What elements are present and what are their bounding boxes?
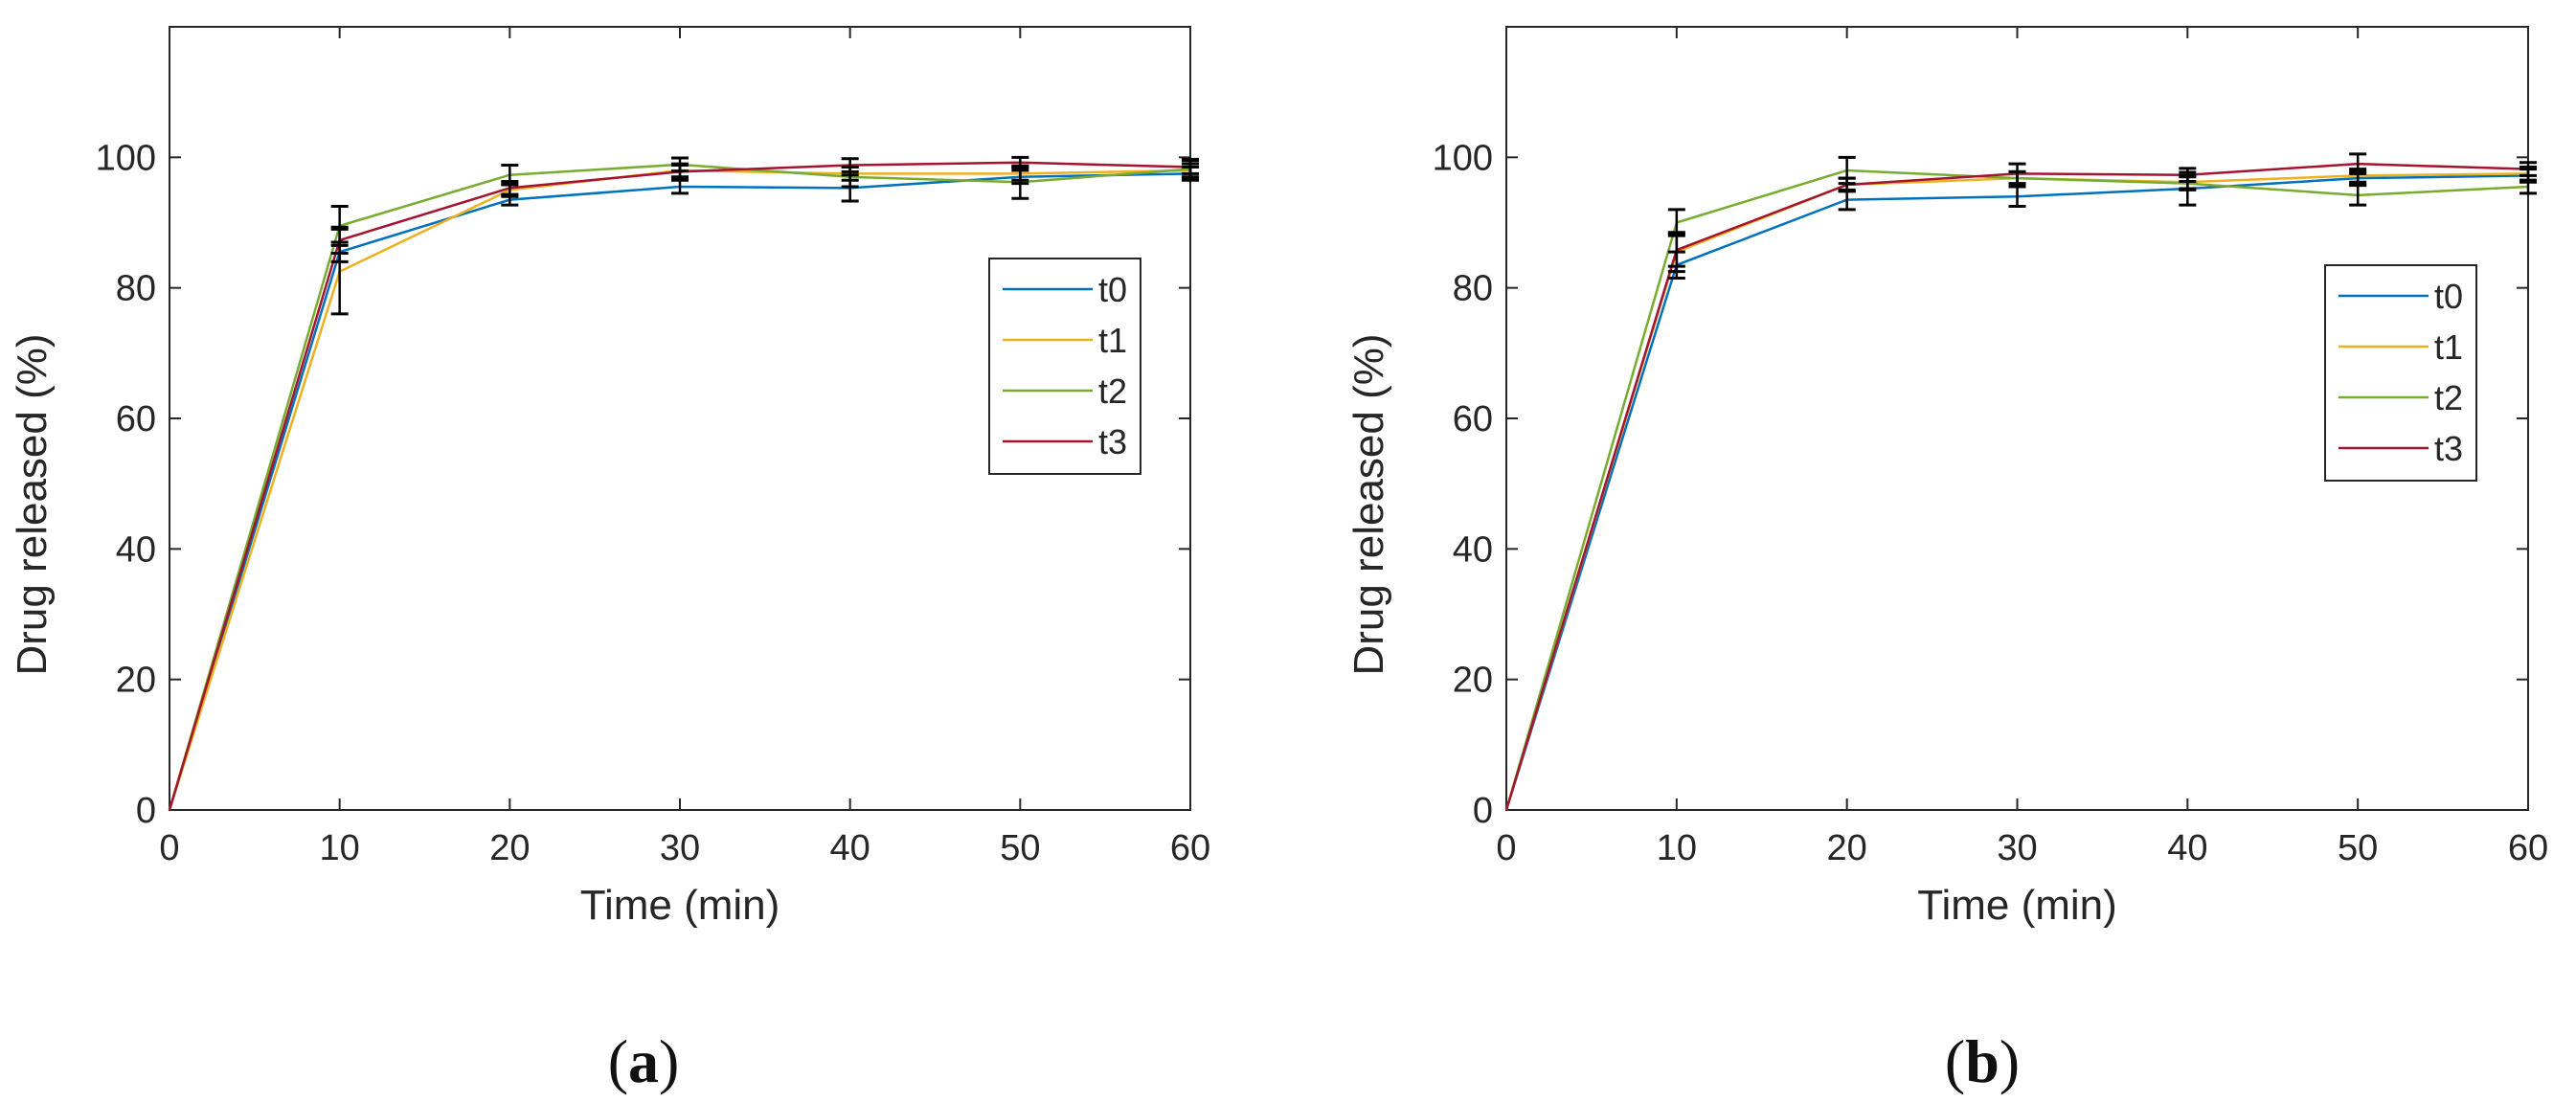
- x-axis-label: Time (min): [1917, 882, 2117, 929]
- y-tick-label: 60: [116, 399, 156, 439]
- panel-label: (b): [1945, 1027, 2020, 1095]
- x-axis-label: Time (min): [580, 882, 780, 929]
- chart-panel-b: 0 10 20 30 40 50 60 0 20 40 60 80 100 Time (min) Drug …: [1345, 26, 2548, 1095]
- y-tick-label: 60: [1453, 399, 1493, 439]
- legend-label-t1: t1: [1098, 321, 1127, 360]
- error-bar-t3: [1011, 155, 1029, 169]
- legend-label-t3: t3: [1098, 422, 1127, 461]
- y-tick-label: 0: [136, 791, 156, 831]
- x-tick-label: 10: [320, 828, 360, 868]
- panel-label-letter: b: [1965, 1027, 2000, 1095]
- error-bar-t3: [1667, 232, 1685, 268]
- error-bar-t2: [2520, 178, 2537, 195]
- x-tick-label: 0: [1496, 828, 1516, 868]
- legend-box: [988, 258, 1141, 475]
- panel-label-letter: a: [628, 1027, 659, 1095]
- panel-label-close: ): [2000, 1027, 2020, 1095]
- y-tick-label: 80: [116, 269, 156, 309]
- error-bar-t3: [1182, 159, 1199, 175]
- error-bar-t3: [2179, 167, 2197, 184]
- legend: t0 t1 t2 t3: [2324, 264, 2477, 482]
- panel-label-open: (: [608, 1027, 628, 1095]
- error-bar-t3: [671, 164, 689, 180]
- error-bar-t3: [330, 225, 349, 256]
- legend-label-t1: t1: [2434, 327, 2463, 367]
- series-line-t3: [1504, 162, 2529, 811]
- x-tick-label: 40: [830, 828, 870, 868]
- x-tick-label: 20: [1827, 828, 1867, 868]
- x-tick-label: 60: [1170, 828, 1210, 868]
- y-tick-label: 100: [1433, 138, 1493, 178]
- y-tick-label: 80: [1453, 269, 1493, 309]
- x-tick-label: 0: [159, 828, 179, 868]
- panel-label-close: ): [659, 1027, 679, 1095]
- panel-label-open: (: [1945, 1027, 1965, 1095]
- y-tick-label: 20: [116, 661, 156, 701]
- y-axis-label: Drug released (%): [9, 333, 56, 675]
- x-tick-label: 10: [1657, 828, 1697, 868]
- error-bar-t2: [2349, 184, 2367, 207]
- x-tick-label: 40: [2167, 828, 2207, 868]
- x-tick-label: 60: [2508, 828, 2548, 868]
- panel-label: (a): [608, 1027, 680, 1095]
- x-tick-label: 30: [1997, 828, 2037, 868]
- y-tick-label: 40: [1453, 529, 1493, 570]
- y-axis-label: Drug released (%): [1345, 333, 1392, 675]
- error-bar-t3: [1838, 176, 1856, 193]
- error-bar-t0: [2008, 185, 2026, 208]
- y-tick-label: 20: [1453, 661, 1493, 701]
- y-tick-label: 100: [96, 138, 156, 178]
- error-bar-t3: [501, 180, 519, 196]
- legend-label-t3: t3: [2434, 429, 2463, 468]
- error-bar-t3: [2520, 161, 2537, 177]
- legend: t0 t1 t2 t3: [988, 258, 1141, 475]
- x-tick-label: 20: [489, 828, 530, 868]
- legend-label-t2: t2: [1098, 371, 1127, 411]
- x-tick-label: 50: [1000, 828, 1040, 868]
- error-bar-t3: [2349, 152, 2367, 175]
- legend-label-t2: t2: [2434, 378, 2463, 417]
- error-bar-t3: [841, 157, 859, 173]
- error-bar-t0: [671, 178, 689, 195]
- legend-label-t0: t0: [2434, 277, 2463, 316]
- legend-label-t0: t0: [1098, 270, 1127, 309]
- y-tick-label: 40: [116, 529, 156, 570]
- legend-box: [2324, 264, 2477, 482]
- x-tick-label: 50: [2338, 828, 2378, 868]
- y-tick-label: 0: [1473, 791, 1493, 831]
- x-tick-label: 30: [660, 828, 700, 868]
- error-bar-t3: [2008, 162, 2026, 186]
- chart-panel-a: 0 10 20 30 40 50 60 0 20 40 60 80 100 Time (min) Drug …: [9, 26, 1210, 1095]
